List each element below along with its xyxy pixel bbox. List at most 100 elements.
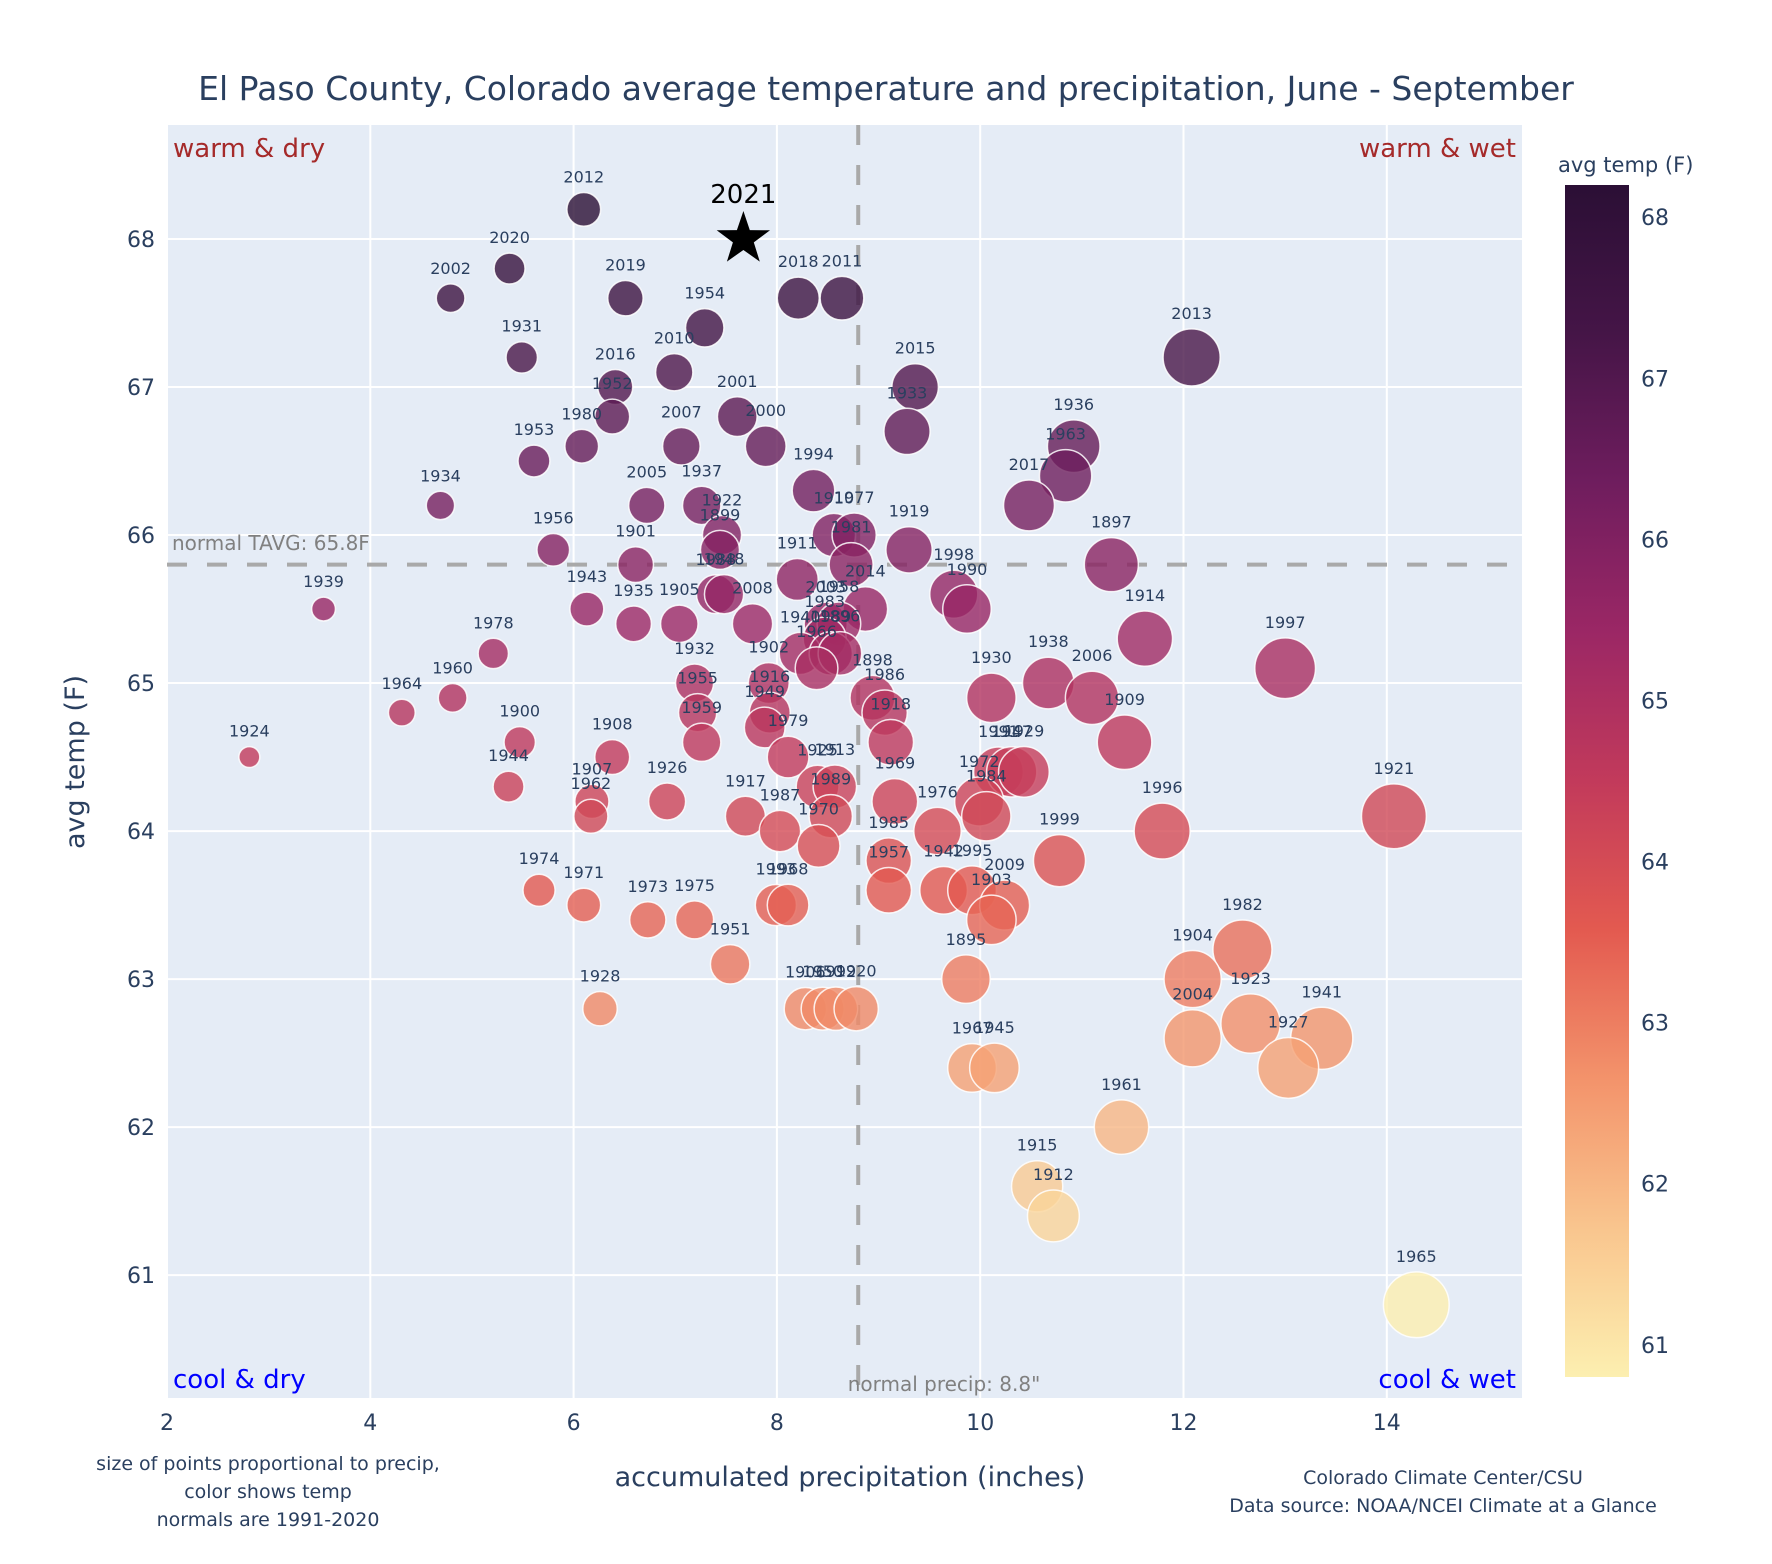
point-label: 1990 <box>947 560 988 579</box>
point-1968 <box>766 883 810 927</box>
point-1920 <box>833 985 880 1032</box>
point-1990 <box>941 584 992 635</box>
point-label: 1954 <box>684 284 725 303</box>
point-label: 2019 <box>605 255 646 274</box>
point-label: 1910 <box>813 488 854 507</box>
point-1904 <box>1163 949 1222 1009</box>
point-label: 2003 <box>805 577 846 596</box>
point-1921 <box>1360 783 1428 850</box>
point-label: 2011 <box>822 251 863 270</box>
colorbar-tick-label: 67 <box>1641 367 1669 392</box>
x-tick-label: 6 <box>567 1411 581 1436</box>
point-1909 <box>1096 714 1153 771</box>
point-1919 <box>885 525 933 574</box>
point-label: 2007 <box>661 402 702 421</box>
point-label: 1989 <box>810 607 851 626</box>
point-label: 2004 <box>1172 985 1213 1004</box>
point-1960 <box>437 682 468 713</box>
point-label: 2008 <box>732 579 773 598</box>
point-1901 <box>616 545 655 584</box>
point-1943 <box>569 591 605 627</box>
point-1948 <box>703 573 745 615</box>
quadrant-label-cool-dry: cool & dry <box>173 1365 306 1395</box>
point-label: 1897 <box>1091 513 1132 532</box>
point-label: 1940 <box>780 607 821 626</box>
point-label: 1950 <box>802 962 843 981</box>
point-label: 1997 <box>1265 613 1306 632</box>
point-1934 <box>425 490 456 521</box>
point-1959 <box>681 722 722 763</box>
plot-area <box>167 125 1522 1398</box>
point-label: 1914 <box>1125 586 1166 605</box>
point-label: 1983 <box>804 592 845 611</box>
point-label: 1989 <box>810 770 851 789</box>
point-1911 <box>775 557 819 602</box>
point-label: 1980 <box>561 404 602 423</box>
point-label: 2020 <box>489 228 530 247</box>
x-tick-label: 14 <box>1373 1411 1401 1436</box>
point-label: 1921 <box>1374 759 1415 778</box>
point-2002 <box>435 283 466 314</box>
point-label: 1988 <box>696 550 737 569</box>
point-label: 1973 <box>627 877 668 896</box>
point-label: 1928 <box>580 966 621 985</box>
point-label: 1961 <box>1101 1075 1142 1094</box>
point-1895 <box>940 954 991 1005</box>
point-1899 <box>699 529 741 571</box>
point-label: 1951 <box>710 920 751 939</box>
point-label: 1970 <box>798 799 839 818</box>
point-1962 <box>573 798 609 835</box>
data-points <box>238 191 1450 1339</box>
point-label: 2009 <box>984 855 1025 874</box>
point-1971 <box>566 887 602 923</box>
point-label: 1895 <box>946 930 987 949</box>
point-1979 <box>766 735 810 779</box>
point-label: 1917 <box>725 771 766 790</box>
point-label: 1912 <box>1033 1165 1074 1184</box>
point-1918 <box>867 718 915 766</box>
point-label: 1993 <box>756 860 797 879</box>
point-label: 1896 <box>820 607 861 626</box>
point-label: 1994 <box>793 444 834 463</box>
point-label: 1924 <box>229 722 270 741</box>
point-1908 <box>594 738 631 776</box>
point-label: 1909 <box>1104 690 1145 709</box>
point-label: 2017 <box>1009 455 1050 474</box>
point-1926 <box>647 782 687 821</box>
highlight-label: 2021 <box>710 180 776 210</box>
point-1903 <box>965 894 1017 946</box>
y-tick-label: 67 <box>127 376 155 401</box>
normal-temp-label: normal TAVG: 65.8F <box>172 531 370 555</box>
x-axis-title: accumulated precipitation (inches) <box>615 1462 1086 1493</box>
point-label: 1923 <box>1230 969 1271 988</box>
point-label: 1998 <box>933 545 974 564</box>
point-label: 1975 <box>674 876 715 895</box>
point-label: 1911 <box>777 533 818 552</box>
colorbar-tick-label: 68 <box>1641 206 1669 231</box>
point-label: 1915 <box>1017 1136 1058 1155</box>
point-1994 <box>791 468 836 513</box>
point-2005 <box>627 486 666 525</box>
point-label: 1955 <box>677 669 718 688</box>
point-1952 <box>594 398 631 435</box>
point-label: 1898 <box>852 650 893 669</box>
point-1924 <box>238 745 261 769</box>
point-label: 1903 <box>971 870 1012 889</box>
point-label: 1999 <box>1039 810 1080 829</box>
y-tick-label: 61 <box>127 1264 155 1289</box>
point-label: 1982 <box>1222 895 1263 914</box>
point-label: 2015 <box>895 339 936 358</box>
highlight-2021: 2021 <box>710 180 776 262</box>
point-1953 <box>517 444 551 478</box>
point-1961 <box>1093 1099 1150 1156</box>
point-2006 <box>1064 670 1120 726</box>
point-1976 <box>913 806 962 856</box>
point-label: 2012 <box>563 167 604 186</box>
point-label: 2014 <box>845 562 886 581</box>
point-label: 2018 <box>778 252 819 271</box>
point-label: 1966 <box>796 622 837 641</box>
point-1997 <box>1254 637 1317 700</box>
point-label: 2005 <box>626 462 667 481</box>
point-labels: 2012 2020 2002 2019 2018 2011 1954 1931 2013 2010… <box>229 167 1437 1265</box>
point-label: 1935 <box>613 581 654 600</box>
